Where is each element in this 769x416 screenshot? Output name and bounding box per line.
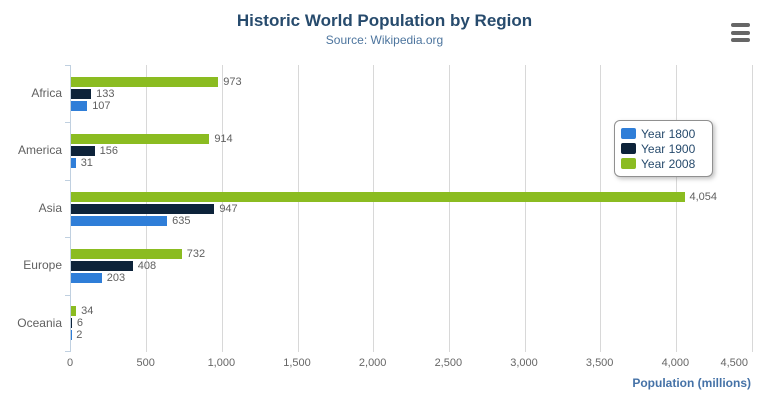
gridline — [751, 65, 753, 352]
bar-value-label: 31 — [80, 157, 93, 170]
bar-value-label: 973 — [223, 75, 242, 88]
legend-label: Year 2008 — [641, 156, 696, 171]
chart-subtitle: Source: Wikipedia.org — [325, 33, 444, 47]
bar-value-label: 133 — [96, 87, 115, 100]
bar-value-label: 635 — [172, 214, 191, 227]
bar-oceania-year-1900[interactable] — [71, 318, 72, 329]
bar-value-label: 408 — [137, 259, 157, 272]
y-axis-tick — [65, 179, 71, 181]
x-tick-label: 2,500 — [434, 357, 463, 369]
x-tick-label: 1,500 — [283, 357, 311, 369]
x-tick-label: 2,000 — [358, 357, 387, 369]
hamburger-icon — [731, 23, 750, 27]
bar-asia-year-1800[interactable] — [71, 215, 168, 226]
legend-label: Year 1800 — [641, 126, 696, 141]
bar-value-label: 4,054 — [689, 190, 718, 203]
bar-europe-year-2008[interactable] — [71, 248, 182, 259]
legend-swatch-year-2008 — [621, 158, 636, 169]
gridline — [524, 65, 526, 352]
bar-value-label: 203 — [106, 271, 126, 284]
legend-item-year-1900[interactable]: Year 1900 — [621, 141, 704, 156]
gridline — [221, 65, 223, 352]
gridline — [675, 65, 677, 352]
category-label-america: America — [17, 143, 62, 158]
bar-africa-year-1800[interactable] — [71, 100, 88, 111]
bar-europe-year-1800[interactable] — [71, 272, 102, 283]
hamburger-icon — [731, 30, 750, 35]
chart-title: Historic World Population by Region — [236, 11, 533, 30]
x-axis-title: Population (millions) — [632, 376, 751, 390]
bar-oceania-year-2008[interactable] — [71, 306, 77, 317]
gridline — [373, 65, 375, 352]
gridline — [297, 65, 299, 352]
bar-value-label: 914 — [214, 133, 233, 146]
x-tick-label: 3,000 — [510, 357, 538, 369]
x-tick-label: 4,000 — [661, 357, 690, 369]
bar-value-label: 107 — [92, 99, 111, 112]
legend-item-year-1800[interactable]: Year 1800 — [621, 126, 704, 141]
x-tick-label: 1,000 — [207, 357, 236, 369]
category-label-asia: Asia — [38, 200, 62, 215]
legend-swatch-year-1900 — [621, 143, 636, 154]
bar-value-label: 34 — [81, 305, 94, 318]
bar-europe-year-1900[interactable] — [71, 260, 133, 271]
x-tick-label: 4,500 — [720, 357, 748, 369]
bar-asia-year-2008[interactable] — [71, 191, 685, 202]
bar-africa-year-2008[interactable] — [71, 76, 219, 87]
category-label-oceania: Oceania — [17, 315, 62, 330]
export-menu-button[interactable] — [731, 23, 750, 42]
bar-value-label: 6 — [76, 317, 84, 330]
y-axis-tick — [65, 294, 71, 296]
gridline — [600, 65, 602, 352]
bar-value-label: 2 — [76, 329, 83, 342]
bar-value-label: 732 — [186, 247, 206, 260]
x-tick-label: 500 — [136, 357, 155, 369]
legend-swatch-year-1800 — [621, 128, 636, 139]
plot-area: 973 133 107 914 156 31 4,054 947 635 732 408 203 34 6… — [65, 65, 753, 352]
bar-asia-year-1900[interactable] — [71, 203, 215, 214]
y-axis-tick — [65, 237, 71, 239]
y-axis-tick — [65, 351, 71, 352]
bar-america-year-1800[interactable] — [71, 158, 76, 169]
hamburger-icon — [731, 38, 750, 42]
category-label-europe: Europe — [23, 258, 62, 273]
x-tick-label: 0 — [66, 357, 74, 369]
x-tick-label: 3,500 — [585, 357, 614, 369]
bar-value-label: 947 — [219, 202, 238, 215]
bar-america-year-1900[interactable] — [71, 146, 95, 157]
gridline — [448, 65, 450, 352]
y-axis-tick — [65, 122, 71, 124]
legend: Year 1800 Year 1900 Year 2008 — [614, 120, 713, 177]
y-axis-tick — [65, 65, 71, 66]
bar-value-label: 156 — [99, 145, 118, 158]
legend-label: Year 1900 — [641, 141, 696, 156]
bar-america-year-2008[interactable] — [71, 134, 210, 145]
category-label-africa: Africa — [31, 86, 62, 100]
legend-item-year-2008[interactable]: Year 2008 — [621, 156, 704, 171]
bar-africa-year-1900[interactable] — [71, 88, 92, 99]
